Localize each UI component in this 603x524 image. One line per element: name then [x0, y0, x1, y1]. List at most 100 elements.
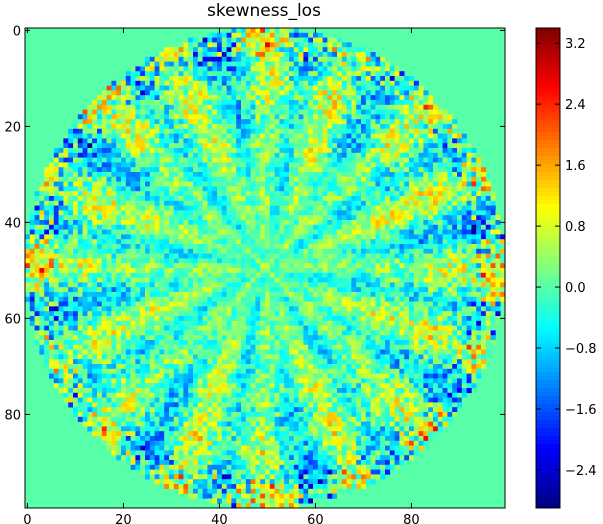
heatmap-cell	[125, 138, 131, 144]
heatmap-cell	[39, 210, 45, 216]
heatmap-cell	[193, 301, 199, 307]
heatmap-cell	[279, 100, 285, 106]
heatmap-cell	[442, 172, 448, 178]
heatmap-cell	[428, 306, 434, 312]
heatmap-cell	[255, 42, 261, 48]
heatmap-cell	[164, 109, 170, 115]
heatmap-cell	[327, 272, 333, 278]
heatmap-cell	[356, 234, 362, 240]
heatmap-cell	[346, 234, 352, 240]
heatmap-cell	[260, 205, 266, 211]
heatmap-cell	[365, 311, 371, 317]
heatmap-cell	[298, 263, 304, 269]
heatmap-cell	[461, 220, 467, 226]
heatmap-cell	[317, 301, 323, 307]
heatmap-cell	[63, 306, 69, 312]
heatmap-cell	[466, 234, 472, 240]
heatmap-cell	[169, 157, 175, 163]
heatmap-cell	[346, 114, 352, 120]
heatmap-cell	[255, 157, 261, 163]
heatmap-cell	[164, 239, 170, 245]
heatmap-cell	[413, 181, 419, 187]
heatmap-cell	[274, 176, 280, 182]
heatmap-cell	[418, 128, 424, 134]
heatmap-cell	[183, 220, 189, 226]
heatmap-cell	[461, 143, 467, 149]
heatmap-cell	[404, 90, 410, 96]
heatmap-cell	[365, 316, 371, 322]
heatmap-cell	[226, 32, 232, 38]
heatmap-cell	[255, 90, 261, 96]
heatmap-cell	[332, 239, 338, 245]
heatmap-cell	[298, 66, 304, 72]
heatmap-cell	[279, 85, 285, 91]
heatmap-cell	[149, 152, 155, 158]
heatmap-cell	[341, 80, 347, 86]
heatmap-cell	[327, 143, 333, 149]
heatmap-cell	[87, 282, 93, 288]
heatmap-cell	[125, 181, 131, 187]
heatmap-cell	[356, 47, 362, 53]
heatmap-cell	[44, 191, 50, 197]
heatmap-cell	[361, 186, 367, 192]
heatmap-cell	[293, 80, 299, 86]
heatmap-cell	[245, 239, 251, 245]
heatmap-cell	[193, 176, 199, 182]
heatmap-cell	[380, 311, 386, 317]
heatmap-cell	[159, 80, 165, 86]
heatmap-cell	[135, 272, 141, 278]
heatmap-cell	[226, 61, 232, 67]
heatmap-cell	[159, 157, 165, 163]
heatmap-cell	[457, 143, 463, 149]
heatmap-cell	[370, 128, 376, 134]
heatmap-cell	[154, 210, 160, 216]
heatmap-cell	[255, 124, 261, 130]
heatmap-cell	[44, 258, 50, 264]
heatmap-cell	[413, 224, 419, 230]
heatmap-cell	[365, 191, 371, 197]
heatmap-cell	[44, 181, 50, 187]
heatmap-cell	[303, 239, 309, 245]
heatmap-cell	[202, 104, 208, 110]
heatmap-cell	[317, 152, 323, 158]
heatmap-cell	[380, 109, 386, 115]
heatmap-cell	[389, 296, 395, 302]
heatmap-cell	[423, 104, 429, 110]
heatmap-cell	[389, 162, 395, 168]
heatmap-cell	[284, 52, 290, 58]
heatmap-cell	[92, 104, 98, 110]
heatmap-cell	[289, 128, 295, 134]
heatmap-cell	[375, 56, 381, 62]
heatmap-cell	[289, 220, 295, 226]
heatmap-cell	[73, 301, 79, 307]
heatmap-cell	[346, 220, 352, 226]
heatmap-cell	[173, 234, 179, 240]
heatmap-cell	[337, 66, 343, 72]
heatmap-cell	[116, 85, 122, 91]
heatmap-cell	[145, 167, 151, 173]
heatmap-cell	[433, 287, 439, 293]
heatmap-cell	[241, 80, 247, 86]
heatmap-cell	[322, 306, 328, 312]
heatmap-cell	[183, 224, 189, 230]
heatmap-cell	[111, 80, 117, 86]
heatmap-cell	[39, 258, 45, 264]
heatmap-cell	[370, 162, 376, 168]
heatmap-cell	[221, 148, 227, 154]
heatmap-cell	[130, 200, 136, 206]
heatmap-cell	[298, 143, 304, 149]
heatmap-cell	[356, 306, 362, 312]
heatmap-cell	[452, 152, 458, 158]
heatmap-cell	[289, 287, 295, 293]
heatmap-cell	[260, 220, 266, 226]
heatmap-cell	[53, 272, 59, 278]
heatmap-cell	[255, 282, 261, 288]
heatmap-cell	[241, 61, 247, 67]
heatmap-cell	[125, 76, 131, 82]
heatmap-cell	[361, 76, 367, 82]
heatmap-cell	[135, 258, 141, 264]
heatmap-cell	[308, 229, 314, 235]
heatmap-cell	[274, 162, 280, 168]
heatmap-cell	[274, 114, 280, 120]
heatmap-cell	[303, 76, 309, 82]
